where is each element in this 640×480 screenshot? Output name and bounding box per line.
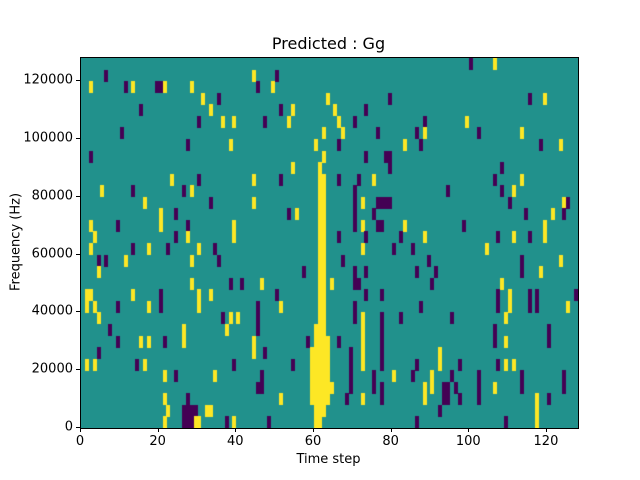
y-tick-mark xyxy=(76,369,80,371)
y-tick-label: 0 xyxy=(64,419,73,435)
x-tick-mark xyxy=(468,428,470,432)
x-tick-label: 100 xyxy=(455,434,481,449)
y-tick-mark xyxy=(76,253,80,255)
x-tick-mark xyxy=(157,428,159,432)
y-axis-label: Frequency (Hz) xyxy=(8,192,24,292)
y-tick-mark xyxy=(76,311,80,313)
heatmap-canvas xyxy=(81,58,578,428)
y-tick-label: 80000 xyxy=(31,188,73,204)
y-tick-label: 60000 xyxy=(31,246,73,262)
x-tick-mark xyxy=(235,428,237,432)
x-tick-label: 80 xyxy=(382,434,399,449)
y-tick-mark xyxy=(76,427,80,428)
y-tick-mark xyxy=(76,137,80,139)
x-tick-label: 0 xyxy=(75,434,85,449)
x-axis-label: Time step xyxy=(296,452,361,467)
y-tick-mark xyxy=(76,195,80,197)
y-tick-label: 120000 xyxy=(23,72,73,88)
x-tick-label: 20 xyxy=(149,434,166,449)
y-tick-label: 100000 xyxy=(23,130,73,146)
y-tick-mark xyxy=(76,80,80,82)
x-tick-mark xyxy=(545,428,547,432)
chart-title: Predicted : Gg xyxy=(271,34,386,53)
y-tick-label: 20000 xyxy=(31,361,73,377)
x-tick-label: 120 xyxy=(533,434,559,449)
y-tick-label: 40000 xyxy=(31,303,73,319)
plot-area xyxy=(80,57,579,429)
x-tick-label: 60 xyxy=(304,434,322,449)
x-tick-mark xyxy=(390,428,392,432)
x-tick-mark xyxy=(312,428,314,432)
x-tick-mark xyxy=(80,428,81,432)
x-tick-label: 40 xyxy=(227,434,244,449)
